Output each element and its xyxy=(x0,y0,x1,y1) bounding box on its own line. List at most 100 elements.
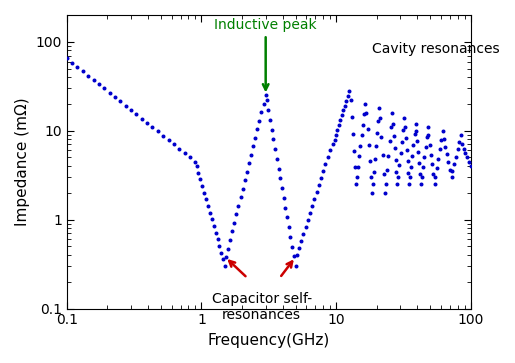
Point xyxy=(317,175,325,181)
Point xyxy=(350,148,358,154)
Point xyxy=(232,212,241,217)
Point xyxy=(415,160,423,166)
Point xyxy=(465,159,473,165)
Point xyxy=(373,131,382,136)
Point xyxy=(344,93,352,99)
Point xyxy=(238,186,247,192)
Point xyxy=(392,169,401,175)
Point xyxy=(247,152,255,158)
Point xyxy=(219,257,227,262)
Point xyxy=(400,115,408,121)
Point xyxy=(264,107,272,113)
Point xyxy=(326,147,334,153)
Point xyxy=(388,110,396,115)
Point xyxy=(73,64,81,70)
Point xyxy=(413,128,421,134)
Point xyxy=(424,124,432,130)
Point xyxy=(122,103,130,109)
Point xyxy=(380,171,388,177)
Point xyxy=(180,150,188,156)
Point xyxy=(206,210,214,216)
Point xyxy=(262,93,270,98)
Point xyxy=(406,174,414,180)
Point xyxy=(446,167,454,172)
Point xyxy=(459,146,468,152)
Text: Cavity resonances: Cavity resonances xyxy=(372,41,500,56)
Point xyxy=(153,129,162,134)
Point xyxy=(193,163,201,169)
Point xyxy=(194,170,202,176)
Point xyxy=(455,139,464,145)
Point xyxy=(419,164,427,170)
Point xyxy=(431,182,439,187)
Point xyxy=(212,230,220,236)
Point xyxy=(143,120,151,126)
Point xyxy=(384,153,392,159)
Point xyxy=(369,182,377,187)
Point xyxy=(84,73,92,78)
Point xyxy=(221,263,229,269)
Point xyxy=(411,121,420,127)
Point xyxy=(431,174,439,180)
Point xyxy=(295,245,303,251)
Point xyxy=(416,171,424,176)
Point xyxy=(405,182,414,187)
Point xyxy=(200,190,208,196)
Point xyxy=(352,174,360,180)
Point xyxy=(127,107,135,113)
Text: Inductive peak: Inductive peak xyxy=(214,18,317,90)
Point xyxy=(208,217,216,223)
Point xyxy=(251,135,260,141)
Point xyxy=(422,134,431,140)
Point xyxy=(367,174,375,180)
Point xyxy=(268,127,276,132)
Point xyxy=(236,195,245,200)
Point xyxy=(359,122,367,128)
Point xyxy=(382,182,390,187)
Point xyxy=(148,124,157,130)
Point xyxy=(439,128,447,134)
Point xyxy=(311,196,319,202)
Point xyxy=(440,136,448,142)
Point xyxy=(443,152,451,158)
Point xyxy=(364,126,372,131)
Point xyxy=(347,97,355,103)
Point xyxy=(374,118,383,124)
Point xyxy=(308,203,316,209)
Point xyxy=(319,168,328,174)
Point xyxy=(362,110,370,115)
Point xyxy=(375,105,384,111)
Point xyxy=(224,246,232,252)
Point xyxy=(467,163,475,169)
Point xyxy=(371,156,379,162)
Point xyxy=(441,144,450,150)
Point xyxy=(425,142,434,148)
Point xyxy=(285,224,293,230)
Point xyxy=(335,122,343,128)
Point xyxy=(245,160,253,166)
Point xyxy=(368,190,376,196)
Point xyxy=(226,237,234,243)
Point xyxy=(138,116,146,122)
Point xyxy=(243,169,251,175)
Point xyxy=(349,131,357,137)
Point xyxy=(372,143,381,149)
Point xyxy=(436,146,444,152)
Point xyxy=(383,167,391,173)
Point xyxy=(132,111,141,117)
Point xyxy=(389,121,397,127)
Point xyxy=(342,98,350,103)
Point xyxy=(403,159,411,164)
Point xyxy=(338,113,346,118)
Point xyxy=(306,210,314,216)
Point xyxy=(293,252,301,258)
Point xyxy=(452,154,460,160)
Point xyxy=(450,161,458,167)
Point xyxy=(356,143,365,149)
Point xyxy=(339,107,348,113)
Point xyxy=(433,165,441,171)
Point xyxy=(63,56,71,61)
Point xyxy=(376,115,384,121)
Point xyxy=(403,147,411,153)
Point xyxy=(202,196,210,202)
